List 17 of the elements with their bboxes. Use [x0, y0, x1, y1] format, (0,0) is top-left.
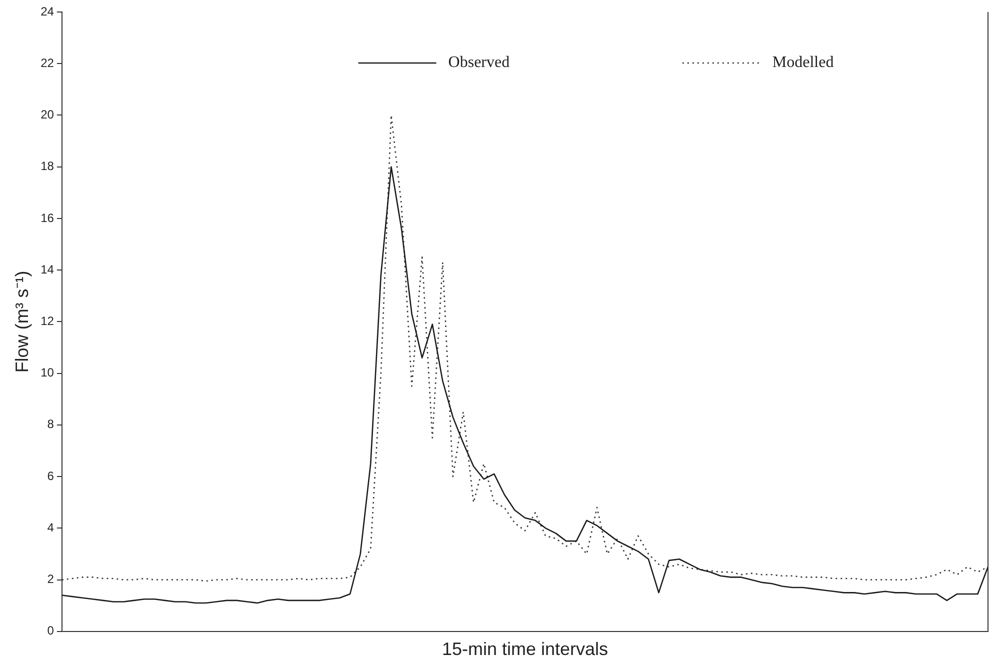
y-tick-label: 20 — [40, 108, 54, 122]
y-axis-title: Flow (m³ s⁻¹) — [12, 270, 32, 373]
y-tick-label: 22 — [40, 56, 54, 70]
y-tick-label: 4 — [47, 520, 54, 534]
y-tick-label: 0 — [47, 624, 54, 638]
y-tick-label: 2 — [47, 572, 54, 586]
x-axis-title: 15-min time intervals — [442, 639, 608, 660]
y-tick-label: 8 — [47, 417, 54, 432]
y-tick-label: 12 — [40, 314, 54, 328]
legend-label: Observed — [448, 54, 510, 72]
y-tick-label: 18 — [40, 159, 54, 174]
y-tick-label: 14 — [40, 262, 54, 276]
legend-label: Modelled — [772, 54, 834, 72]
y-tick-label: 24 — [40, 4, 54, 18]
y-tick-label: 16 — [40, 210, 54, 225]
y-tick-label: 10 — [40, 366, 54, 380]
y-tick-label: 6 — [47, 468, 54, 483]
